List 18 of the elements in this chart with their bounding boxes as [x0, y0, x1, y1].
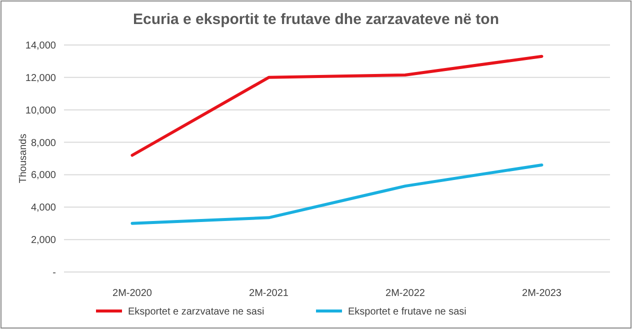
legend-label: Eksportet e frutave ne sasi	[348, 306, 466, 318]
y-tick-label: -	[52, 268, 56, 278]
y-axis-title: Thousands	[18, 134, 29, 184]
x-tick-label: 2M-2023	[522, 288, 562, 299]
y-tick-label: 10,000	[25, 105, 56, 116]
y-tick-label: 12,000	[25, 72, 56, 84]
x-tick-label: 2M-2021	[249, 288, 289, 299]
chart-title: Ecuria e eksportit te frutave dhe zarzavateve në ton	[133, 11, 499, 28]
y-tick-label: 14,000	[25, 40, 56, 52]
x-tick-label: 2M-2022	[386, 288, 426, 299]
legend-label: Eksportet e zarzvatave ne sasi	[128, 306, 264, 318]
x-tick-label: 2M-2020	[112, 288, 152, 299]
y-tick-label: 6,000	[30, 170, 56, 182]
line-series	[130, 54, 544, 157]
y-tick-label: 4,000	[30, 202, 56, 214]
y-tick-label: 2,000	[30, 235, 56, 246]
line-series	[130, 163, 544, 225]
y-tick-label: 8,000	[30, 138, 56, 149]
